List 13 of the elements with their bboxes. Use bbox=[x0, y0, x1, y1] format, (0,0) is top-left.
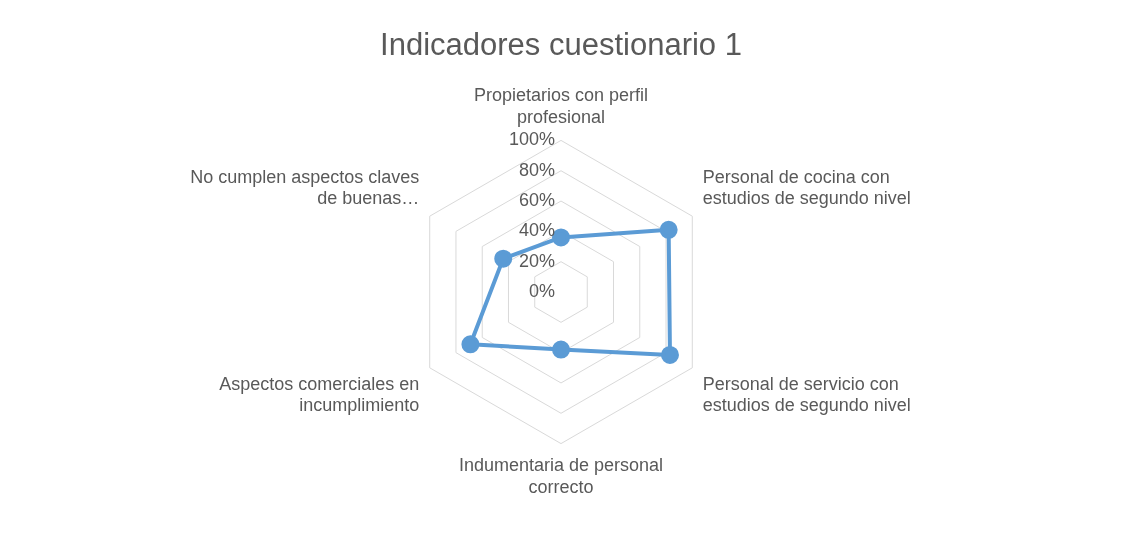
y-tick-label: 60% bbox=[518, 190, 555, 211]
spoke-label: Propietarios con perfil profesional bbox=[473, 84, 649, 127]
y-tick-label: 40% bbox=[518, 220, 555, 241]
spoke-label: Aspectos comerciales en incumplimiento bbox=[219, 373, 420, 416]
y-tick-label: 80% bbox=[518, 159, 555, 180]
chart-title: Indicadores cuestionario 1 bbox=[380, 27, 742, 63]
spoke-label: Indumentaria de personal correcto bbox=[458, 455, 664, 497]
spoke-label: No cumplen aspectos claves de buenas… bbox=[190, 166, 420, 209]
spoke-label: Personal de servicio con estudios de segundo nivel bbox=[702, 373, 911, 416]
y-tick-label: 100% bbox=[508, 129, 555, 150]
y-tick-label: 20% bbox=[518, 250, 555, 271]
y-tick-label: 0% bbox=[528, 280, 555, 301]
spoke-label: Personal de cocina con estudios de segundo nivel bbox=[702, 166, 911, 209]
